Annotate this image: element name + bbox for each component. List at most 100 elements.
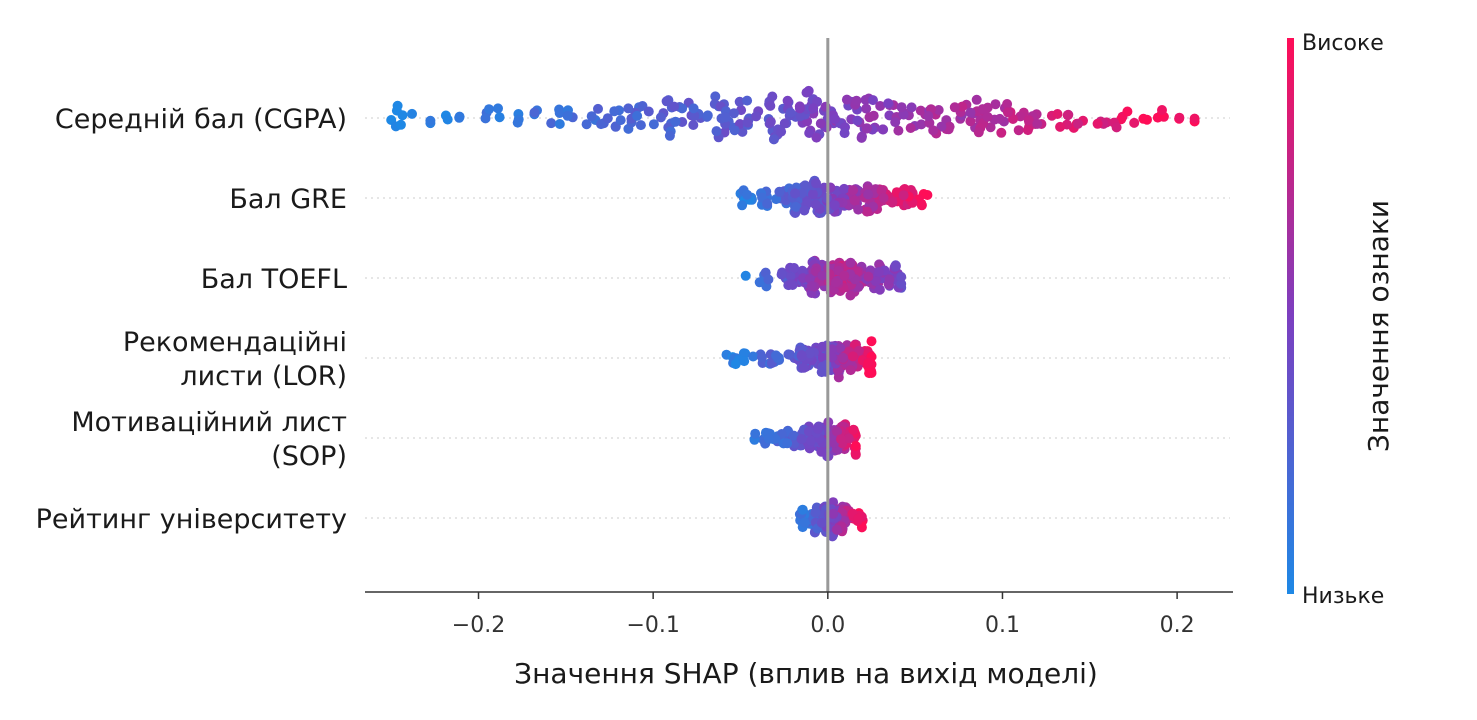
shap-point [829, 200, 840, 211]
shap-point [779, 118, 790, 129]
shap-point [851, 95, 862, 106]
shap-point [786, 279, 796, 290]
shap-point [783, 349, 794, 360]
shap-point [829, 114, 840, 124]
shap-point [740, 270, 751, 281]
shap-point [1002, 99, 1013, 109]
shap-point [494, 112, 505, 123]
shap-point [874, 284, 885, 295]
shap-point [804, 348, 815, 359]
shap-point [1129, 117, 1140, 128]
shap-point [729, 108, 739, 119]
shap-point [768, 134, 779, 145]
shap-point [797, 265, 808, 276]
shap-point [655, 112, 666, 123]
shap-point [737, 126, 748, 137]
shap-point [803, 426, 814, 437]
shap-point [845, 257, 856, 268]
shap-point [742, 95, 753, 106]
shap-point [1022, 125, 1033, 136]
shap-point [883, 98, 894, 109]
x-tick-label: 0.2 [1160, 613, 1195, 638]
shap-point [957, 101, 968, 112]
shap-point [832, 426, 842, 437]
shap-point [805, 435, 816, 446]
shap-point [896, 102, 907, 113]
shap-point [870, 276, 881, 287]
shap-point [702, 110, 713, 121]
shap-point [1122, 106, 1133, 117]
shap-point [849, 195, 860, 206]
shap-point [648, 119, 659, 130]
shap-point [596, 119, 606, 130]
shap-point [442, 114, 453, 125]
shap-point [788, 430, 799, 441]
shap-point [817, 341, 828, 352]
shap-point [848, 424, 859, 435]
shap-point [751, 111, 762, 122]
shap-point [813, 423, 823, 434]
shap-point [1032, 118, 1043, 129]
shap-point [740, 348, 751, 359]
colorbar-low-label: Низьке [1302, 584, 1384, 609]
shap-point [841, 94, 852, 105]
shap-point [965, 107, 976, 118]
shap-point [493, 103, 503, 114]
shap-point [554, 119, 565, 129]
colorbar: Високе Низьке Значення ознаки [1287, 31, 1395, 609]
shap-point [754, 277, 765, 288]
shap-point [670, 116, 681, 127]
shap-point [776, 126, 787, 137]
shap-point [864, 112, 875, 123]
shap-point [776, 269, 787, 280]
shap-point [803, 198, 813, 208]
shap-point [810, 507, 821, 518]
shap-point [748, 351, 759, 362]
shap-point [771, 350, 781, 361]
feature-label: листи (LOR) [180, 361, 347, 392]
shap-point [799, 517, 810, 528]
shap-point [852, 115, 863, 126]
shap-point [677, 103, 688, 114]
shap-point [602, 113, 613, 124]
shap-point [836, 434, 846, 445]
shap-point [800, 180, 811, 191]
shap-point [973, 127, 984, 138]
shap-point [827, 344, 837, 355]
shap-point [1092, 118, 1103, 129]
shap-point [774, 186, 785, 197]
shap-point [863, 189, 874, 200]
shap-point [593, 103, 603, 114]
shap-point [643, 106, 654, 117]
shap-point [875, 101, 886, 111]
shap-point [750, 428, 761, 439]
shap-point [985, 122, 996, 133]
shap-point [928, 125, 939, 136]
shap-point [804, 128, 815, 138]
shap-point [796, 350, 807, 361]
shap-point [795, 111, 806, 122]
shap-point [933, 105, 944, 115]
shap-point [857, 131, 867, 142]
shap-point [1002, 107, 1013, 118]
shap-point [765, 100, 776, 111]
shap-point [837, 352, 848, 363]
shap-point [797, 504, 808, 515]
shap-point [790, 188, 800, 199]
shap-point [395, 119, 406, 130]
shap-point [848, 185, 859, 196]
shap-point [828, 508, 839, 519]
shap-point [425, 115, 436, 126]
shap-point [839, 270, 850, 281]
x-tick-label: 0.1 [985, 613, 1020, 638]
shap-point [454, 112, 465, 123]
shap-point [661, 96, 672, 107]
shap-point [806, 281, 817, 292]
shap-point [868, 95, 878, 106]
shap-point [689, 110, 700, 121]
feature-label: (SOP) [271, 441, 347, 472]
shap-point [1073, 118, 1083, 129]
shap-point [1062, 110, 1073, 121]
shap-point [799, 205, 810, 216]
shap-point [923, 111, 934, 121]
